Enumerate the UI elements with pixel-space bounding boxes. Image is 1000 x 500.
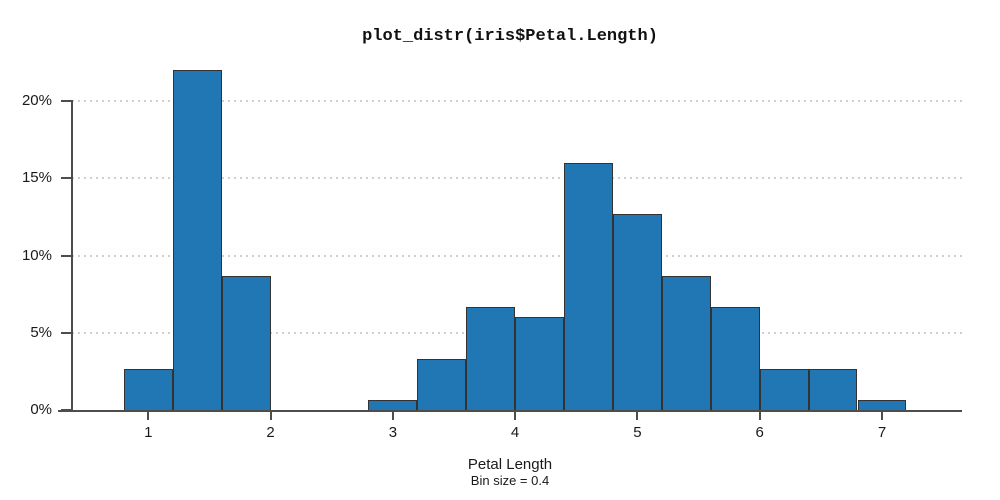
- histogram-bar: [123, 368, 173, 410]
- histogram-bar: [172, 70, 222, 410]
- histogram-bar: [368, 399, 418, 410]
- y-tick: [61, 100, 72, 102]
- x-tick-label: 3: [388, 424, 398, 441]
- x-tick: [391, 412, 394, 420]
- histogram-bar: [221, 276, 271, 410]
- x-tick: [758, 412, 761, 420]
- histogram-bar: [417, 358, 467, 410]
- y-tick-label: 0%: [30, 401, 52, 418]
- x-tick: [147, 412, 150, 420]
- x-tick-label: 2: [266, 424, 275, 441]
- x-tick: [514, 412, 517, 420]
- histogram-bar: [710, 306, 760, 410]
- y-gridline: [72, 100, 962, 102]
- x-tick-label: 1: [144, 424, 153, 441]
- y-tick: [61, 254, 72, 257]
- histogram-bar: [564, 162, 613, 410]
- histogram-bar: [808, 368, 858, 410]
- y-tick: [61, 177, 72, 180]
- x-tick: [881, 412, 883, 420]
- x-axis-line: [58, 410, 962, 412]
- x-tick-label: 6: [755, 424, 764, 441]
- x-tick: [636, 412, 639, 420]
- bin-size-caption: Bin size = 0.4: [470, 473, 550, 488]
- y-tick-label: 15%: [21, 169, 52, 187]
- x-tick-label: 4: [510, 424, 520, 441]
- x-tick: [269, 412, 272, 420]
- histogram-bar: [466, 306, 516, 410]
- y-tick-label: 20%: [21, 92, 52, 109]
- y-tick: [61, 331, 72, 334]
- histogram-bar: [515, 317, 564, 410]
- histogram-bar: [613, 214, 662, 410]
- histogram-bar: [759, 368, 809, 410]
- y-axis-line: [71, 100, 73, 412]
- y-gridline: [72, 254, 962, 257]
- y-tick-label: 10%: [21, 246, 52, 264]
- histogram-bar: [857, 399, 907, 410]
- y-gridline: [72, 177, 962, 180]
- x-tick-label: 5: [633, 424, 642, 441]
- y-tick: [61, 409, 72, 411]
- x-axis-label: Petal Length: [467, 456, 553, 473]
- y-tick-label: 5%: [30, 323, 52, 341]
- histogram-bar: [661, 276, 711, 410]
- chart-title: plot_distr(iris$Petal.Length): [362, 27, 658, 46]
- x-tick-label: 7: [877, 424, 887, 441]
